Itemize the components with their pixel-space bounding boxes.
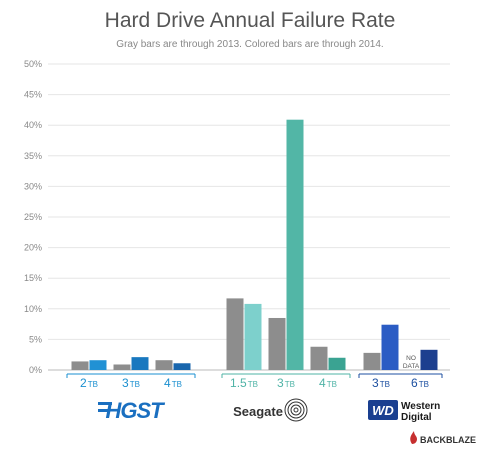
hgst-logo-text: HGST <box>105 398 165 423</box>
x-axis-categories: 2TB 3TB 4TB 1.5TB 3TB 4TB 3TB 6TB <box>66 373 443 390</box>
western-digital-logo: WD Western Digital <box>368 400 440 423</box>
bar-2014 <box>286 119 304 370</box>
y-tick-label: 45% <box>24 90 42 100</box>
y-tick-label: 15% <box>24 273 42 283</box>
bar-2013 <box>268 317 286 370</box>
category-label: 1.5TB <box>230 376 258 390</box>
bar-2014 <box>131 357 149 370</box>
no-data-label: NO <box>406 355 416 362</box>
grid-lines <box>48 63 450 371</box>
y-tick-label: 10% <box>24 304 42 314</box>
category-label: 3TB <box>277 376 295 390</box>
bar-2014 <box>244 303 262 370</box>
backblaze-logo-text: BACKBLAZE <box>420 435 476 445</box>
bar-2014 <box>89 360 107 370</box>
bar-2013 <box>363 352 381 370</box>
seagate-logo-text: Seagate <box>233 404 283 419</box>
y-tick-label: 35% <box>24 151 42 161</box>
category-label: 4TB <box>164 376 182 390</box>
no-data-label: DATA <box>403 363 420 370</box>
y-tick-label: 50% <box>24 59 42 69</box>
bar-2013 <box>71 361 89 370</box>
category-label: 2TB <box>80 376 98 390</box>
bar-2014 <box>381 324 399 370</box>
seagate-logo: Seagate <box>233 398 308 422</box>
chart-subtitle: Gray bars are through 2013. Colored bars… <box>116 39 383 50</box>
wd-badge-text: WD <box>372 403 394 418</box>
category-label: 6TB <box>411 376 429 390</box>
bar-2013 <box>310 346 328 370</box>
backblaze-flame-icon <box>410 431 417 444</box>
hgst-logo: HGST <box>98 398 166 423</box>
wd-text-line1: Western <box>401 401 440 412</box>
bar-2014 <box>173 363 191 370</box>
category-label: 4TB <box>319 376 337 390</box>
chart-title: Hard Drive Annual Failure Rate <box>105 9 396 32</box>
category-label: 3TB <box>372 376 390 390</box>
bar-2013 <box>226 298 244 370</box>
y-tick-label: 25% <box>24 212 42 222</box>
y-tick-label: 40% <box>24 120 42 130</box>
bar-2013 <box>113 364 131 370</box>
y-tick-label: 5% <box>29 334 42 344</box>
y-tick-label: 20% <box>24 243 42 253</box>
bar-2014 <box>420 349 438 370</box>
bar-2013 <box>155 360 173 370</box>
backblaze-logo: BACKBLAZE <box>410 431 476 445</box>
y-axis: 0% 5% 10% 15% 20% 25% 30% 35% 40% 45% 50% <box>24 59 42 375</box>
y-tick-label: 30% <box>24 181 42 191</box>
wd-text-line2: Digital <box>401 412 432 423</box>
seagate-swirl-icon <box>284 398 308 422</box>
wd-badge-icon <box>368 400 398 420</box>
bar-2014 <box>328 357 346 370</box>
y-tick-label: 0% <box>29 365 42 375</box>
category-label: 3TB <box>122 376 140 390</box>
